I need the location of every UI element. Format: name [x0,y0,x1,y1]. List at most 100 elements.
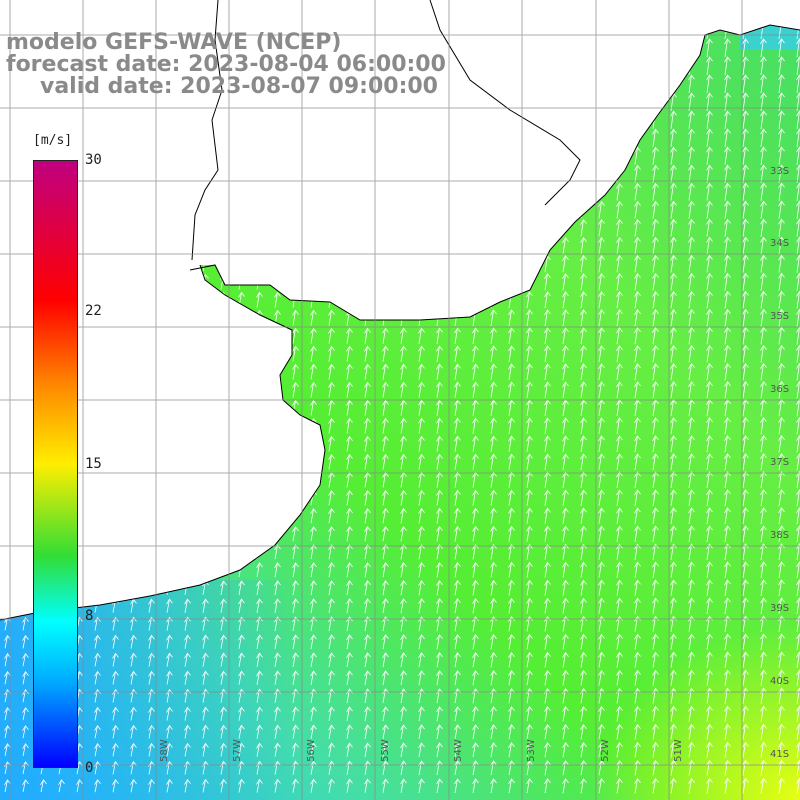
wind-arrow [220,309,227,326]
wind-arrow [490,345,497,362]
wind-arrow [724,272,731,291]
wind-arrow [400,706,407,722]
wind-arrow [22,616,29,631]
wind-arrow [22,562,29,577]
wind-arrow [580,38,587,57]
lat-label-36s: 36S [770,384,790,395]
wind-arrow [346,147,353,165]
wind-arrow [436,147,443,165]
wind-arrow [310,237,317,254]
wind-arrow [382,237,389,254]
wind-arrow [346,453,353,470]
wind-arrow [670,218,677,237]
wind-arrow [544,25,551,39]
wind-arrow [166,309,173,326]
wind-arrow [472,435,479,452]
wind-arrow [616,543,623,560]
wind-arrow [526,471,533,488]
wind-arrow [310,453,317,470]
wind-arrow [472,291,479,309]
wind-arrow [652,38,659,57]
wind-arrow [148,400,155,416]
wind-arrow [562,417,569,434]
wind-arrow [742,723,749,740]
wind-arrow [508,579,515,596]
wind-arrow [184,201,191,218]
wind-arrow [634,777,641,794]
wind-arrow [436,543,443,560]
wind-arrow [166,616,173,631]
wind-arrow [580,327,587,345]
wind-arrow [724,38,731,58]
wind-arrow [724,543,731,561]
wind-arrow [310,526,317,542]
wind-arrow [94,526,101,541]
wind-arrow [742,597,749,614]
wind-arrow [256,327,263,344]
wind-arrow [562,435,569,452]
wind-arrow [724,254,731,273]
wind-arrow [562,74,569,93]
wind-arrow [238,183,245,200]
lat-label-39s: 39S [770,603,790,614]
wind-arrow [346,291,353,308]
wind-arrow [364,291,371,308]
wind-arrow [760,561,767,579]
wind-arrow [742,651,749,668]
wind-arrow [580,146,587,165]
wind-arrow [490,778,497,794]
wind-arrow [238,165,245,182]
wind-arrow [184,508,191,524]
wind-arrow [670,489,677,507]
wind-arrow [256,652,263,667]
wind-arrow [418,652,425,668]
wind-arrow [94,562,101,577]
wind-arrow [544,525,551,542]
wind-arrow [364,273,371,290]
wind-arrow [544,669,551,686]
wind-arrow [472,543,479,560]
wind-arrow [706,777,713,794]
wind-arrow [130,292,137,308]
wind-arrow [544,219,551,237]
colorbar-tick-22: 22 [85,303,102,319]
wind-arrow [670,633,677,650]
wind-arrow [634,272,641,291]
wind-arrow [454,489,461,506]
wind-arrow [346,489,353,506]
wind-arrow [400,111,407,129]
wind-arrow [202,508,209,524]
wind-arrow [364,255,371,272]
wind-arrow [472,417,479,434]
wind-arrow [418,742,425,758]
wind-arrow [346,399,353,416]
wind-arrow [508,507,515,524]
wind-arrow [130,526,137,541]
wind-arrow [418,273,425,290]
wind-arrow [724,597,731,614]
wind-arrow [256,742,263,757]
wind-arrow [130,436,137,452]
wind-arrow [562,525,569,542]
wind-arrow [454,129,461,147]
wind-arrow [256,129,263,146]
wind-arrow [220,400,227,416]
wind-arrow [454,525,461,542]
wind-arrow [256,454,263,470]
wind-arrow [112,436,119,452]
wind-arrow [580,471,587,488]
wind-arrow [526,183,533,201]
wind-arrow [544,164,551,183]
wind-arrow [400,255,407,272]
wind-arrow [688,110,695,129]
wind-arrow [760,525,767,543]
wind-arrow [400,742,407,757]
wind-arrow [238,400,245,416]
wind-arrow [598,110,605,129]
wind-arrow [526,579,533,596]
wind-arrow [148,418,155,434]
wind-arrow [130,742,137,757]
wind-arrow [364,544,371,560]
wind-arrow [166,382,173,398]
wind-arrow [544,543,551,560]
